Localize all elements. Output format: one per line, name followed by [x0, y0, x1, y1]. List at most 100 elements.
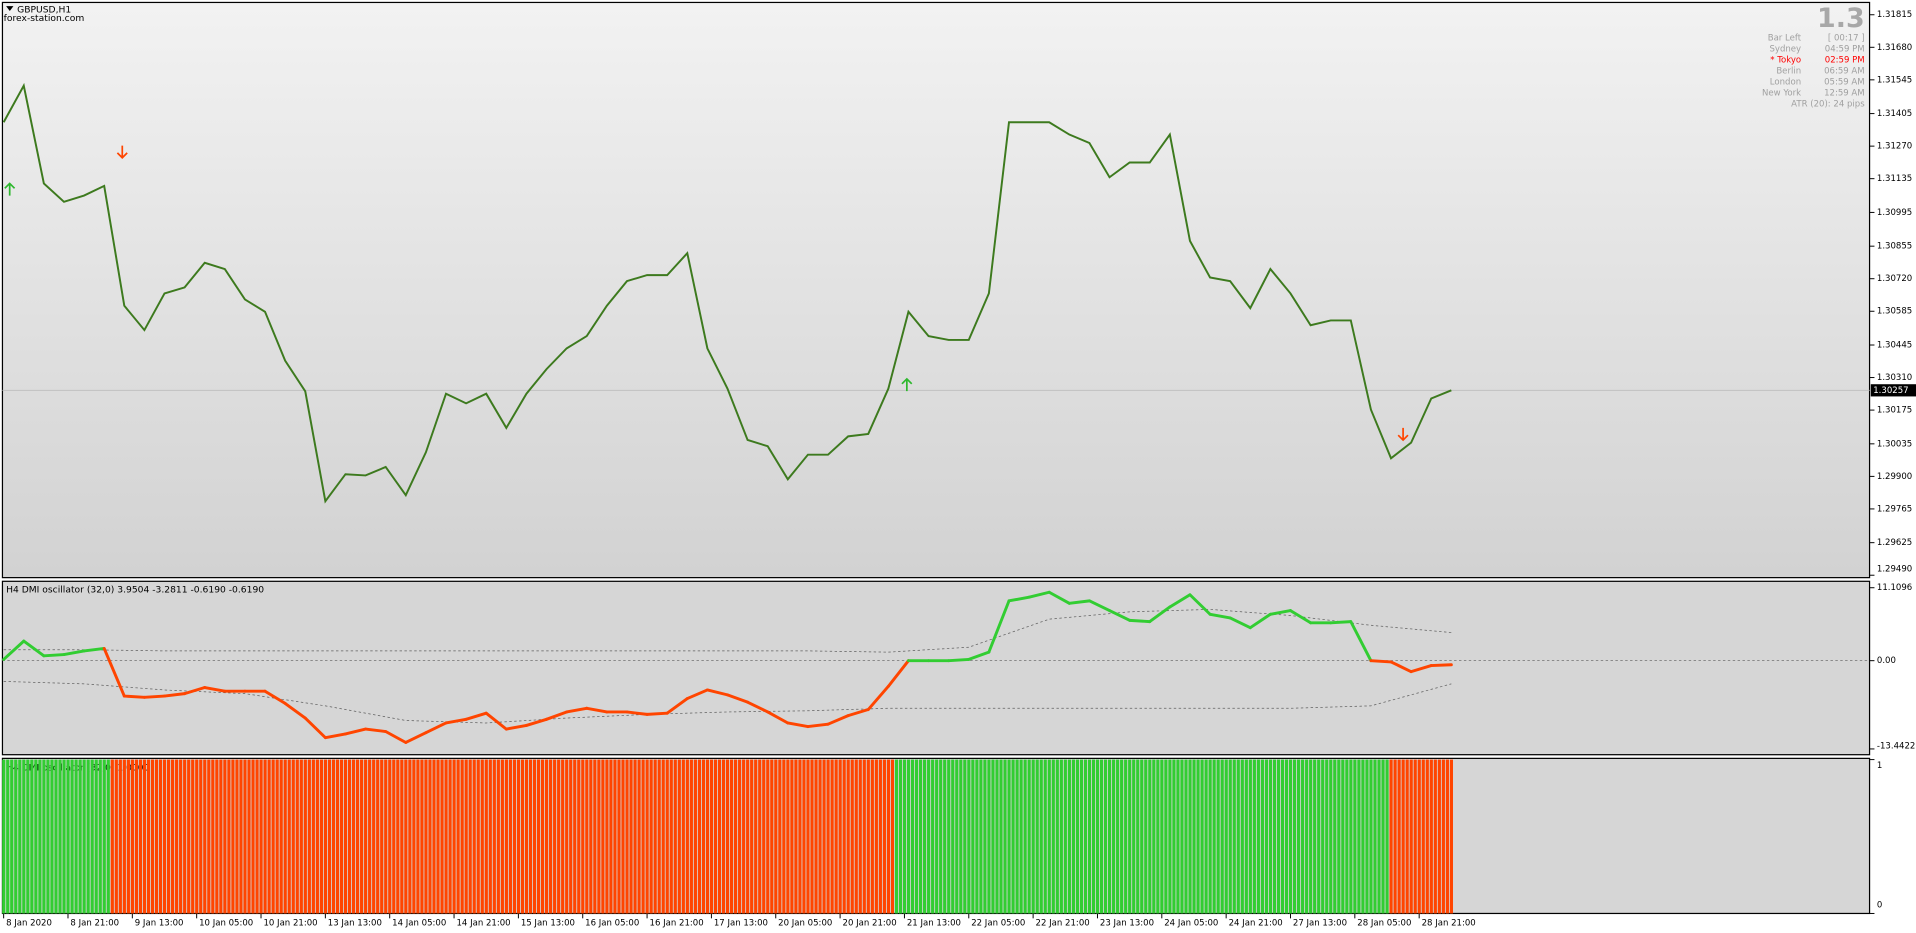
histogram-bar — [1224, 759, 1228, 914]
x-tick-label: 9 Jan 13:00 — [135, 919, 184, 929]
histogram-bar — [311, 759, 315, 914]
oscillator-segment — [263, 689, 287, 705]
histogram-bar — [70, 759, 74, 914]
histogram-bar — [1120, 759, 1124, 914]
histogram-bar — [62, 759, 66, 914]
histogram-bar — [351, 759, 356, 914]
histogram-bar — [1244, 759, 1248, 914]
histogram-bar — [223, 759, 227, 914]
oscillator-segment — [846, 708, 870, 718]
histogram-bar — [150, 759, 155, 914]
x-tick-label: 13 Jan 13:00 — [328, 919, 382, 929]
histogram-bar — [1112, 759, 1116, 914]
current-price-label: 1.30257 — [1873, 386, 1908, 396]
histogram-bar — [376, 759, 380, 914]
oscillator-segment — [1369, 659, 1393, 664]
histogram-bar — [1389, 759, 1393, 914]
histogram-bar — [1168, 759, 1172, 914]
histogram-bar — [14, 759, 18, 914]
oscillator-segment — [585, 706, 609, 714]
histogram-bar — [388, 759, 392, 914]
histogram-bar — [436, 759, 440, 914]
histogram-bar — [259, 759, 263, 914]
oscillator-segment — [1429, 663, 1453, 668]
histogram-bar — [786, 759, 790, 914]
histogram-bar — [532, 759, 537, 914]
histogram-bar — [424, 759, 428, 914]
signal-arrow — [901, 377, 913, 392]
clock-label: Berlin — [1776, 66, 1801, 76]
clock-time: 06:59 AM — [1824, 66, 1865, 76]
histogram-bar — [207, 759, 211, 914]
histogram-bar — [705, 759, 710, 914]
histogram-bar — [742, 759, 746, 914]
clock-time: [ 00:17 ] — [1828, 33, 1865, 43]
histogram-bar — [162, 759, 167, 914]
histogram-bar — [1373, 759, 1377, 914]
oscillator-segment — [344, 727, 368, 736]
histogram-bar — [86, 759, 90, 914]
histogram-bar — [1043, 759, 1047, 914]
histogram-bar — [138, 759, 143, 914]
y-tick-label: 0.00 — [1877, 656, 1896, 666]
histogram-bar — [766, 759, 770, 914]
x-tick-label: 24 Jan 05:00 — [1164, 919, 1218, 929]
histogram-bar — [356, 759, 360, 914]
big-price: 1.3 — [1817, 3, 1865, 34]
y-tick-label: -13.4422 — [1877, 742, 1915, 752]
histogram-bar — [1268, 759, 1273, 914]
oscillator-segment — [323, 732, 347, 740]
histogram-bar — [82, 759, 86, 914]
y-tick-label: 1.29625 — [1877, 538, 1912, 548]
histogram-bar — [1409, 759, 1413, 914]
y-tick-label: 1.30445 — [1877, 341, 1912, 351]
x-tick-label: 21 Jan 13:00 — [907, 919, 961, 929]
histogram-bar — [1329, 759, 1333, 914]
histogram-bar — [1429, 759, 1433, 914]
oscillator-segment — [303, 716, 327, 740]
histogram-bar — [58, 759, 62, 914]
histogram-bar — [1381, 759, 1385, 914]
histogram-bar — [927, 759, 931, 914]
histogram-bar — [191, 759, 195, 914]
histogram-bar — [557, 759, 561, 914]
y-tick-label: 1.30310 — [1877, 373, 1912, 383]
histogram-bar — [971, 759, 975, 914]
x-tick-label: 22 Jan 05:00 — [971, 919, 1025, 929]
menu-triangle[interactable] — [6, 6, 14, 11]
oscillator-segment — [1108, 609, 1132, 622]
histogram-bar — [561, 759, 565, 914]
histogram-bar — [98, 759, 102, 914]
histogram-bar — [432, 759, 436, 914]
y-tick-label: 1.31545 — [1877, 75, 1912, 85]
histogram-bar — [677, 759, 681, 914]
histogram-bar — [818, 759, 822, 914]
oscillator-segment — [746, 700, 770, 714]
clock-label: Sydney — [1769, 44, 1801, 54]
histogram-bar — [1377, 759, 1381, 914]
y-tick-label: 1.30175 — [1877, 406, 1912, 416]
histogram-bar — [802, 759, 806, 914]
histogram-bar — [239, 759, 243, 914]
histogram-bar — [1397, 759, 1401, 914]
histogram-bar — [862, 759, 866, 914]
histogram-bar — [1309, 759, 1313, 914]
histogram-bar — [894, 759, 899, 914]
oscillator-segment — [42, 653, 66, 658]
histogram-bar — [1369, 759, 1373, 914]
histogram-bar — [102, 759, 106, 914]
histogram-bar — [991, 759, 995, 914]
x-tick-label: 16 Jan 21:00 — [650, 919, 704, 929]
oscillator-segment — [1329, 620, 1353, 625]
x-tick-label: 24 Jan 21:00 — [1229, 919, 1283, 929]
histogram-bar — [573, 759, 577, 914]
histogram-bar — [1288, 759, 1293, 914]
histogram-bar — [291, 759, 295, 914]
histogram-bar — [1192, 759, 1196, 914]
clock-time: 04:59 PM — [1825, 44, 1865, 54]
histogram-bar — [1313, 759, 1317, 914]
x-tick-label: 8 Jan 2020 — [6, 919, 52, 929]
histogram-bar — [1421, 759, 1425, 914]
histogram-bar — [625, 759, 629, 914]
histogram-bar — [697, 759, 701, 914]
